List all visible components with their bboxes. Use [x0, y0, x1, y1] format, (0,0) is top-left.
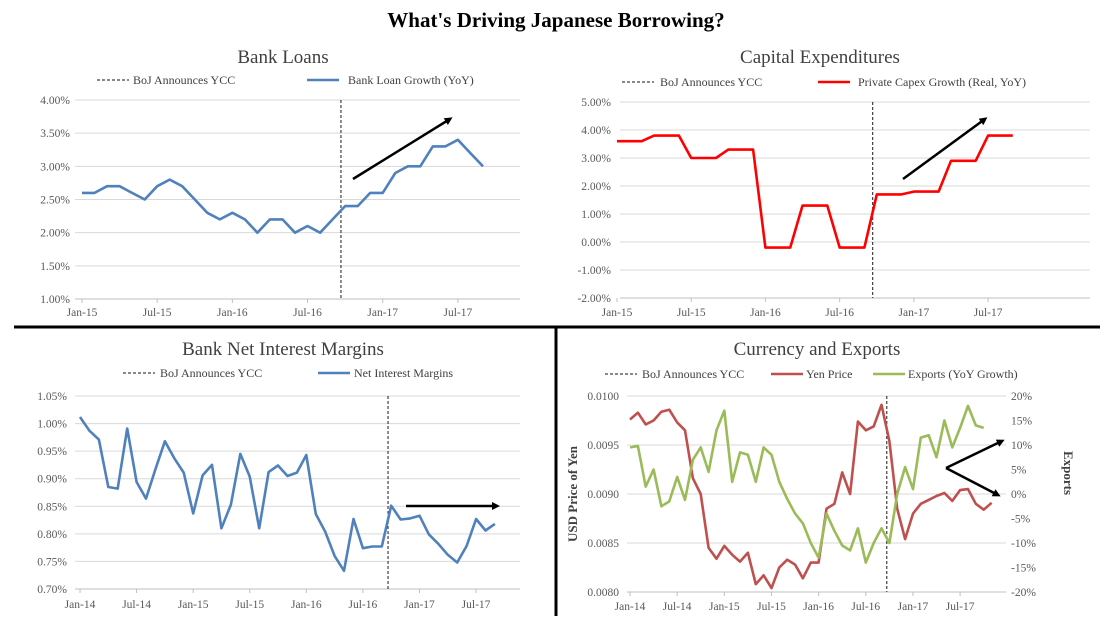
x-tick-label: Jan-17	[899, 307, 930, 319]
legend-ycc-label: BoJ Announces YCC	[133, 73, 235, 87]
x-tick-label: Jan-15	[178, 599, 209, 611]
x-tick-label: Jul-15	[143, 307, 172, 319]
x-tick-label: Jul-16	[293, 307, 322, 319]
legend-ycc-label: BoJ Announces YCC	[660, 75, 762, 89]
x-tick-label: Jan-16	[750, 307, 781, 319]
y-tick-label: -1.00%	[577, 265, 611, 277]
x-tick-label: Jul-16	[851, 601, 880, 613]
y2-tick-label: 0%	[1011, 489, 1027, 501]
y-tick-label: 0.75%	[37, 556, 67, 568]
legend-series-label: Yen Price	[806, 367, 852, 381]
legend-series-label: Bank Loan Growth (YoY)	[348, 73, 474, 87]
y2-tick-label: -10%	[1011, 538, 1036, 550]
x-tick-label: Jul-15	[757, 601, 786, 613]
y-tick-label: 3.50%	[40, 128, 70, 140]
y-tick-label: 0.0100	[587, 391, 619, 403]
x-tick-label: Jul-15	[235, 599, 264, 611]
x-tick-label: Jan-15	[709, 601, 740, 613]
y-tick-label: 5.00%	[581, 97, 611, 109]
trend-arrow-icon	[945, 439, 1005, 470]
y-tick-label: 0.0095	[587, 440, 619, 452]
trend-arrow-icon	[352, 117, 453, 181]
panel-title: Bank Net Interest Margins	[182, 339, 384, 360]
panel-title: Bank Loans	[237, 47, 328, 68]
y-tick-label: 1.00%	[40, 294, 70, 306]
x-tick-label: Jan-16	[217, 307, 248, 319]
y2-tick-label: 5%	[1011, 465, 1027, 477]
y-tick-label: 0.70%	[37, 584, 67, 596]
y-tick-label: 0.0080	[587, 587, 619, 599]
y2-tick-label: 20%	[1011, 391, 1033, 403]
y-tick-label: 2.00%	[40, 228, 70, 240]
x-tick-label: Jan-17	[898, 601, 929, 613]
y-axis-title: USD Price of Yen	[565, 445, 580, 542]
x-tick-label: Jan-14	[65, 599, 96, 611]
y2-tick-label: 10%	[1011, 440, 1033, 452]
y-tick-label: 0.90%	[37, 474, 67, 486]
chart-panel-2: Capital Expenditures -2.00% -1.00% 0.00% 1.0…	[577, 47, 1090, 319]
legend-ycc-label: BoJ Announces YCC	[642, 367, 744, 381]
y-tick-label: 1.00%	[37, 419, 67, 431]
chart-panel-1: Bank Loans 1.00% 1.50% 2.00% 2.50% 3.00% 3.50%…	[40, 47, 520, 319]
x-tick-label: Jul-16	[349, 599, 378, 611]
y-tick-label: 3.00%	[581, 153, 611, 165]
x-tick-label: Jan-16	[803, 601, 834, 613]
legend-series-label: Exports (YoY Growth)	[908, 367, 1018, 381]
y-tick-label: 0.85%	[37, 501, 67, 513]
trend-arrow-icon	[945, 466, 1001, 497]
legend-ycc-label: BoJ Announces YCC	[160, 366, 262, 380]
y2-tick-label: -5%	[1011, 514, 1031, 526]
trend-arrow-icon	[902, 117, 988, 181]
series-line-2	[629, 404, 985, 564]
y-tick-label: 2.50%	[40, 195, 70, 207]
y-tick-label: 0.95%	[37, 446, 67, 458]
y-tick-label: 2.00%	[581, 181, 611, 193]
x-tick-label: Jan-15	[67, 307, 98, 319]
y-tick-label: 0.0090	[587, 489, 619, 501]
chart-panel-3: Bank Net Interest Margins 0.70% 0.75% 0.80%…	[37, 339, 520, 611]
main-title: What's Driving Japanese Borrowing?	[387, 8, 724, 32]
x-tick-label: Jul-17	[444, 307, 473, 319]
legend-series-label: Private Capex Growth (Real, YoY)	[858, 75, 1026, 89]
legend-series-label: Net Interest Margins	[354, 366, 453, 380]
y-tick-label: 4.00%	[40, 95, 70, 107]
y2-tick-label: 15%	[1011, 416, 1033, 428]
x-tick-label: Jul-14	[663, 601, 692, 613]
x-tick-label: Jul-17	[462, 599, 491, 611]
x-tick-label: Jan-15	[602, 307, 633, 319]
y-tick-label: 0.0085	[587, 538, 619, 550]
series-line-1	[78, 416, 496, 573]
x-tick-label: Jul-17	[974, 307, 1003, 319]
panel-title: Currency and Exports	[734, 339, 901, 360]
y-tick-label: 1.05%	[37, 391, 67, 403]
series-line-1	[82, 138, 484, 234]
series-line-1	[617, 134, 1013, 249]
y-tick-label: 0.80%	[37, 529, 67, 541]
x-tick-label: Jan-17	[367, 307, 398, 319]
panel-title: Capital Expenditures	[740, 47, 900, 68]
y-tick-label: 4.00%	[581, 125, 611, 137]
y-tick-label: 1.00%	[581, 209, 611, 221]
y-tick-label: -2.00%	[577, 293, 611, 305]
x-tick-label: Jan-16	[291, 599, 322, 611]
y2-tick-label: -15%	[1011, 563, 1036, 575]
y2-axis-title: Exports	[1061, 451, 1076, 495]
y-tick-label: 0.00%	[581, 237, 611, 249]
y2-tick-label: -20%	[1011, 587, 1036, 599]
x-tick-label: Jul-16	[825, 307, 854, 319]
x-tick-label: Jan-14	[615, 601, 646, 613]
y-tick-label: 3.00%	[40, 161, 70, 173]
chart-panel-4: Currency and Exports 0.0080 0.0085 0.0090 0.…	[565, 339, 1076, 613]
x-tick-label: Jul-15	[677, 307, 706, 319]
x-tick-label: Jul-17	[946, 601, 975, 613]
x-tick-label: Jul-14	[122, 599, 151, 611]
y-tick-label: 1.50%	[40, 261, 70, 273]
x-tick-label: Jan-17	[404, 599, 435, 611]
